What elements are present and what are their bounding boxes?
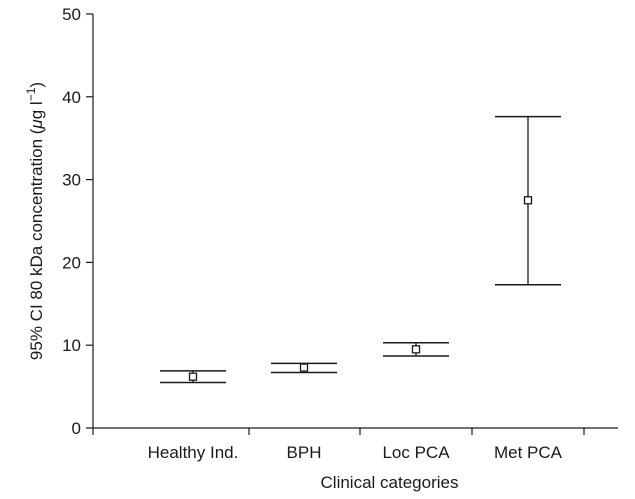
y-axis-label-prefix: 95% CI 80 kDa concentration ( bbox=[27, 128, 46, 360]
y-axis-label-suffix: ) bbox=[27, 82, 46, 88]
y-axis-label-mu: μ bbox=[27, 119, 46, 130]
x-tick-label: Loc PCA bbox=[382, 443, 450, 462]
x-axis-label: Clinical categories bbox=[321, 473, 459, 492]
y-axis-label: 95% CI 80 kDa concentration (μg l−1) bbox=[24, 82, 46, 360]
y-ticks: 0 10 20 30 40 50 bbox=[62, 5, 93, 438]
axes bbox=[92, 14, 618, 429]
y-tick-label: 0 bbox=[72, 419, 81, 438]
x-tick-label: Healthy Ind. bbox=[148, 443, 239, 462]
y-tick-label: 20 bbox=[62, 253, 81, 272]
error-bars bbox=[160, 115, 561, 384]
y-tick-label: 30 bbox=[62, 171, 81, 190]
mean-marker bbox=[523, 196, 533, 205]
mean-marker bbox=[299, 363, 309, 372]
y-axis-label-unit: g l bbox=[27, 101, 46, 119]
y-tick-label: 40 bbox=[62, 88, 81, 107]
y-tick-label: 10 bbox=[62, 336, 81, 355]
mean-marker bbox=[411, 345, 421, 354]
x-ticks: Healthy Ind. BPH Loc PCA Met PCA bbox=[92, 428, 585, 462]
mean-marker bbox=[188, 372, 198, 381]
y-tick-label: 50 bbox=[62, 5, 81, 24]
y-axis-label-sup: −1 bbox=[24, 87, 38, 101]
x-tick-label: BPH bbox=[287, 443, 322, 462]
x-tick-label: Met PCA bbox=[494, 443, 563, 462]
